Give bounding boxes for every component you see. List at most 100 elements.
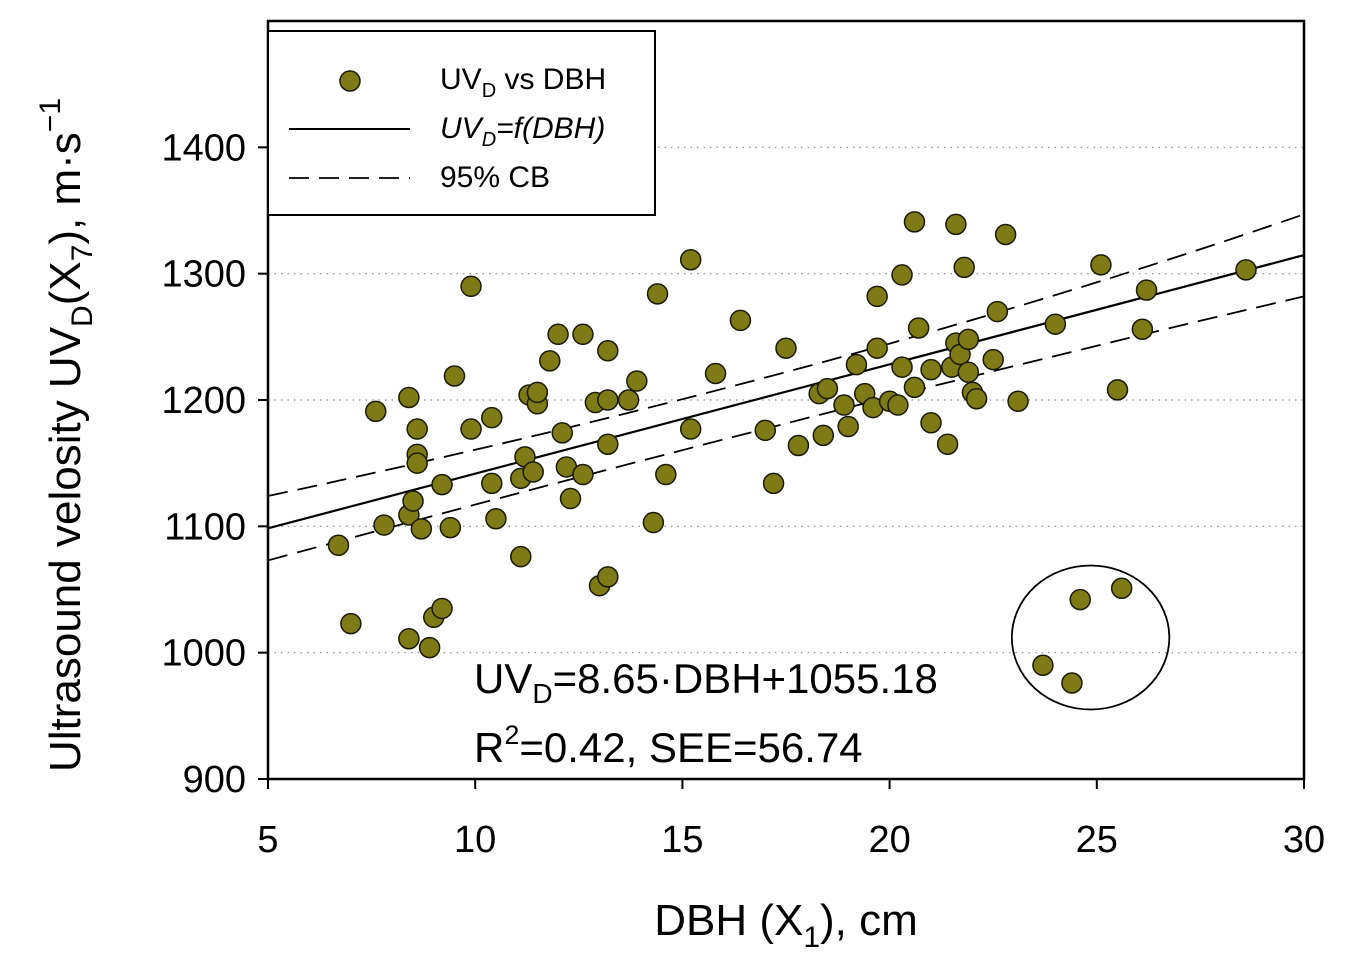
- data-point-85: [982, 348, 1004, 371]
- data-point-69: [891, 264, 913, 286]
- data-point-75: [936, 433, 959, 455]
- y-tick-label-1300: 1300: [161, 254, 246, 296]
- data-point-82: [957, 361, 980, 383]
- data-point-70: [903, 211, 926, 233]
- x-tick-label-10: 10: [454, 819, 496, 861]
- data-point-27: [522, 461, 544, 483]
- data-point-42: [597, 566, 619, 588]
- data-point-48: [679, 249, 702, 271]
- data-point-10: [406, 452, 428, 474]
- data-point-55: [787, 434, 810, 457]
- y-tick-label-1100: 1100: [164, 506, 246, 548]
- data-point-52: [754, 419, 777, 442]
- data-point-19: [460, 418, 482, 440]
- data-point-58: [816, 377, 839, 400]
- data-point-8: [406, 418, 428, 440]
- data-point-81: [957, 328, 980, 351]
- data-point-65: [866, 285, 888, 308]
- data-point-20: [481, 472, 503, 495]
- data-point-3: [373, 514, 395, 536]
- data-point-15: [431, 473, 453, 496]
- regression-equation: UVD=8.65·DBH+1055.18: [474, 655, 938, 709]
- data-point-64: [866, 337, 888, 359]
- data-point-91: [1061, 672, 1083, 694]
- data-point-96: [1131, 318, 1154, 341]
- highlight-ellipse: [1010, 564, 1171, 711]
- regression-stats: R2=0.42, SEE=56.74: [474, 720, 863, 771]
- x-tick-label-20: 20: [868, 819, 910, 861]
- x-tick-label-30: 30: [1283, 819, 1325, 861]
- data-point-16: [439, 516, 462, 539]
- data-point-97: [1135, 279, 1158, 301]
- data-point-61: [845, 353, 868, 376]
- data-point-94: [1106, 379, 1129, 401]
- data-point-40: [597, 389, 619, 411]
- data-point-31: [547, 323, 569, 346]
- data-point-11: [410, 518, 433, 540]
- data-point-0: [327, 534, 350, 557]
- gridlines: [268, 146, 1304, 654]
- data-point-22: [485, 508, 507, 530]
- data-point-74: [920, 411, 942, 434]
- data-point-54: [775, 337, 797, 359]
- data-point-88: [1007, 390, 1029, 413]
- data-point-4: [398, 386, 420, 409]
- data-point-49: [679, 418, 702, 440]
- data-point-1: [340, 612, 362, 635]
- data-point-30: [539, 350, 561, 372]
- data-point-50: [704, 362, 727, 385]
- data-point-67: [887, 394, 909, 416]
- confidence-band: [267, 213, 1305, 562]
- x-tick-label-25: 25: [1076, 819, 1118, 861]
- data-point-32: [551, 422, 573, 444]
- data-point-43: [617, 389, 640, 411]
- axis-ticks: 5 10 15 20 25 30 900 1000 1100 1200 1300 1400: [161, 127, 1325, 861]
- legend-label-scatter: UVD vs DBH: [440, 63, 606, 102]
- data-point-60: [837, 415, 859, 438]
- data-point-36: [572, 463, 594, 486]
- data-point-98: [1235, 259, 1257, 281]
- x-tick-label-15: 15: [661, 819, 703, 861]
- data-point-12: [418, 636, 441, 659]
- x-axis-title: DBH (X1), cm: [654, 896, 918, 954]
- data-point-7: [402, 490, 424, 512]
- y-tick-label-1000: 1000: [161, 633, 246, 675]
- legend-marker: [339, 70, 361, 92]
- confidence-band-upper: [267, 213, 1305, 497]
- data-point-51: [729, 309, 752, 332]
- y-axis-title: Ultrasound velosity UVD(X7), m·s−1: [34, 98, 99, 772]
- data-point-77: [945, 213, 967, 236]
- legend-label-band: 95% CB: [440, 161, 550, 194]
- data-point-53: [762, 472, 785, 495]
- data-point-71: [903, 376, 926, 399]
- legend-box: [267, 30, 656, 216]
- data-point-90: [1044, 313, 1067, 335]
- data-point-14: [431, 597, 453, 620]
- data-point-68: [891, 356, 913, 378]
- data-point-21: [481, 406, 503, 429]
- highlight-ellipse-group: [1010, 564, 1171, 711]
- x-tick-label-5: 5: [257, 819, 278, 861]
- data-point-44: [626, 370, 648, 392]
- data-point-89: [1032, 654, 1054, 677]
- data-point-2: [364, 400, 387, 423]
- data-point-45: [642, 511, 665, 534]
- data-points: [327, 211, 1257, 694]
- data-point-86: [986, 300, 1009, 323]
- data-point-80: [953, 256, 975, 279]
- data-point-72: [907, 317, 930, 339]
- data-point-46: [646, 283, 669, 305]
- data-point-73: [920, 358, 942, 381]
- data-point-47: [655, 463, 677, 486]
- y-tick-label-1400: 1400: [161, 127, 246, 169]
- y-tick-label-900: 900: [183, 759, 246, 801]
- data-point-35: [572, 323, 594, 346]
- data-point-87: [994, 223, 1017, 246]
- data-point-29: [526, 381, 549, 404]
- data-point-41: [597, 433, 619, 455]
- data-point-5: [398, 628, 420, 650]
- data-point-34: [559, 487, 582, 510]
- y-tick-label-1200: 1200: [161, 380, 246, 422]
- data-point-59: [833, 394, 855, 416]
